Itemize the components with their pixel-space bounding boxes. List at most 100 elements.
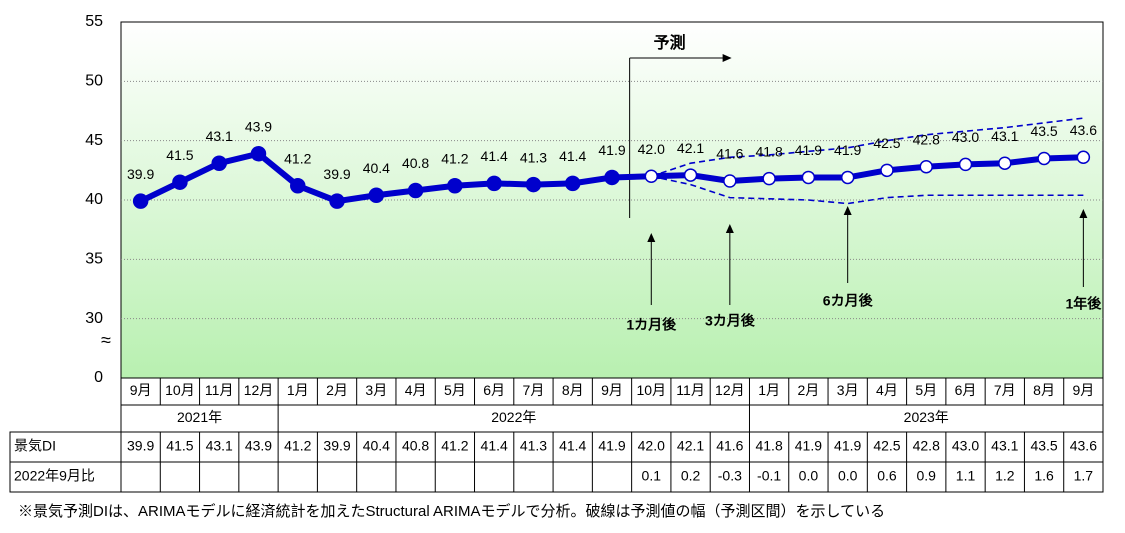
data-label: 41.9 <box>598 142 625 158</box>
x-tick-label: 10月 <box>636 382 666 398</box>
forecast-label: 予測 <box>654 33 686 52</box>
x-tick-label: 4月 <box>876 382 898 398</box>
row-label: 景気DI <box>14 438 56 454</box>
table-cell: 43.6 <box>1070 438 1097 454</box>
data-label: 42.1 <box>677 140 704 156</box>
table-cell: -0.3 <box>718 468 742 484</box>
horizon-label: 3カ月後 <box>705 313 756 329</box>
table-cell: 41.6 <box>716 438 743 454</box>
table-cell: 39.9 <box>323 438 350 454</box>
y-tick-label: 35 <box>85 251 103 268</box>
data-point <box>407 182 424 199</box>
x-tick-label: 9月 <box>130 382 152 398</box>
table-cell: 43.1 <box>206 438 233 454</box>
data-point <box>723 174 737 188</box>
data-point <box>1037 151 1051 166</box>
horizon-label: 1カ月後 <box>626 317 677 333</box>
table-cell: 0.9 <box>917 468 937 484</box>
horizon-label: 6カ月後 <box>823 293 874 309</box>
table-cell: 41.5 <box>166 438 193 454</box>
table-cell: 42.1 <box>677 438 704 454</box>
data-point <box>132 193 149 209</box>
table-cell: 43.0 <box>952 438 979 454</box>
table-cell: 41.8 <box>755 438 782 454</box>
footnote: ※景気予測DIは、ARIMAモデルに経済統計を加えたStructural ARI… <box>18 502 885 520</box>
x-tick-label: 7月 <box>994 382 1016 398</box>
data-label: 41.2 <box>441 150 468 166</box>
data-label: 40.4 <box>363 160 390 176</box>
y-tick-label: 50 <box>85 73 103 90</box>
data-label: 41.9 <box>834 142 861 158</box>
x-tick-label: 6月 <box>483 382 505 398</box>
x-tick-label: 11月 <box>676 382 705 398</box>
y-origin-label: 0 <box>94 369 103 386</box>
table-cell: 41.3 <box>520 438 547 454</box>
table-cell: 0.2 <box>681 468 701 484</box>
x-tick-label: 8月 <box>562 382 584 398</box>
data-point <box>644 169 659 184</box>
table-cell: 42.8 <box>913 438 940 454</box>
table-cell: 43.9 <box>245 438 272 454</box>
y-tick-label: 40 <box>85 191 103 208</box>
data-point <box>525 176 542 193</box>
data-point <box>486 175 502 192</box>
table-cell: 40.4 <box>363 438 390 454</box>
table-cell: 1.2 <box>995 468 1015 484</box>
table-cell: 0.0 <box>838 468 858 484</box>
data-point <box>762 171 776 186</box>
table-cell: 42.5 <box>873 438 900 454</box>
table-cell: 0.6 <box>877 468 897 484</box>
table-cell: 42.0 <box>638 438 665 454</box>
data-label: 42.0 <box>638 141 665 157</box>
row-label: 2022年9月比 <box>14 468 95 484</box>
data-point <box>604 169 620 186</box>
x-tick-label: 6月 <box>955 382 977 398</box>
x-tick-label: 5月 <box>444 382 466 398</box>
data-label: 43.1 <box>206 128 233 144</box>
table-cell: 43.1 <box>991 438 1018 454</box>
data-point <box>447 178 463 194</box>
table-cell: 0.0 <box>799 468 819 484</box>
data-label: 43.1 <box>991 128 1018 144</box>
data-point <box>998 156 1012 170</box>
table-cell: 41.4 <box>559 438 586 454</box>
data-label: 41.2 <box>284 150 311 166</box>
table-cell: 41.4 <box>481 438 508 454</box>
data-point <box>683 168 698 182</box>
x-tick-label: 4月 <box>405 382 427 398</box>
data-label: 39.9 <box>127 166 154 182</box>
data-point <box>880 163 894 178</box>
data-label: 41.4 <box>559 148 586 164</box>
data-point <box>958 157 973 172</box>
data-label: 39.9 <box>323 166 350 182</box>
data-label: 43.9 <box>245 118 272 134</box>
forecast-band-line <box>651 117 1084 178</box>
x-tick-label: 8月 <box>1033 382 1055 398</box>
data-point <box>329 193 345 209</box>
x-tick-label: 10月 <box>165 382 195 398</box>
axis-break: ≈ <box>101 330 111 350</box>
x-tick-label: 12月 <box>715 382 745 398</box>
table-cell: 1.6 <box>1034 468 1054 484</box>
data-label: 41.4 <box>481 148 508 164</box>
y-tick-label: 30 <box>85 310 103 327</box>
table-cell: 39.9 <box>127 438 154 454</box>
x-tick-label: 3月 <box>365 382 387 398</box>
y-tick-label: 55 <box>85 13 103 30</box>
data-label: 41.5 <box>166 147 193 163</box>
x-tick-label: 9月 <box>601 382 623 398</box>
data-point <box>172 174 188 190</box>
table-cell: 1.7 <box>1074 468 1094 484</box>
x-tick-label: 1月 <box>758 382 780 398</box>
x-tick-label: 11月 <box>205 382 234 398</box>
data-label: 42.8 <box>913 131 940 147</box>
x-tick-label: 7月 <box>523 382 545 398</box>
table-cell: 40.8 <box>402 438 429 454</box>
x-tick-label: 1月 <box>287 382 309 398</box>
data-label: 43.6 <box>1070 122 1097 138</box>
table-cell: 41.9 <box>598 438 625 454</box>
x-tick-label: 2月 <box>326 382 348 398</box>
year-label: 2022年 <box>491 409 536 425</box>
table-cell: 0.1 <box>642 468 662 484</box>
horizon-label: 1年後 <box>1065 296 1102 312</box>
